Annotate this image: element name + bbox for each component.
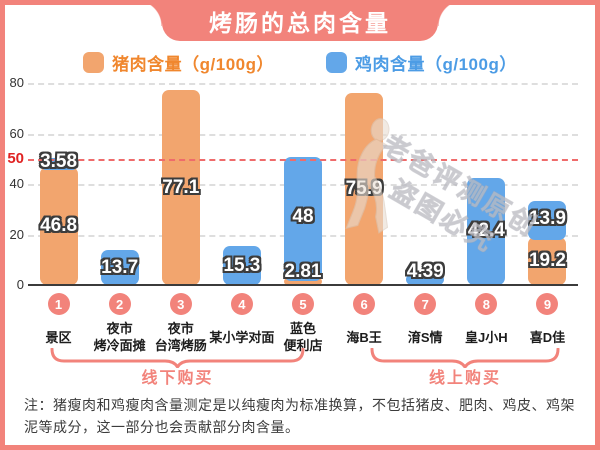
bar-value-label: 4.39 <box>406 261 444 282</box>
bar-segment-chicken <box>222 246 261 285</box>
banner-curve-left <box>136 0 162 26</box>
bar-segment-chicken <box>467 177 506 285</box>
reference-line-50 <box>28 158 578 161</box>
chart-legend: 猪肉含量（g/100g） 鸡肉含量（g/100g） <box>0 50 600 75</box>
bar-segment-chicken <box>39 157 78 170</box>
rank-badge: 9 <box>536 293 559 315</box>
bar-value-label: 19.2 <box>528 249 566 271</box>
rank-badge: 7 <box>414 293 437 315</box>
legend-item-pork: 猪肉含量（g/100g） <box>83 50 274 75</box>
rank-badge: 1 <box>47 293 70 315</box>
bar-segment-chicken <box>406 273 445 285</box>
bar-value-label: 3.58 <box>40 151 78 173</box>
rank-badge: 6 <box>353 293 376 315</box>
banner-curve-right <box>438 0 464 26</box>
bar-value-label: 77.1 <box>162 176 200 198</box>
bar-segment-pork <box>528 236 567 285</box>
y-axis-tick-label: 0 <box>16 277 24 292</box>
y-axis-tick-label: 40 <box>9 176 24 191</box>
bar-value-label: 75.9 <box>345 178 383 200</box>
rank-badge: 5 <box>292 293 314 315</box>
category-label: 某小学对面 <box>209 329 275 345</box>
bar-segment-pork <box>39 166 78 285</box>
category-label: 海B王 <box>346 329 382 345</box>
plot-area: 0 20 40 60 80 50 46.8 3.58 13.7 77.1 15.3 2.81 48 75.… <box>7 75 578 292</box>
rank-badge: 4 <box>230 293 253 315</box>
category-label: 喜D佳 <box>529 329 566 345</box>
category-label: 皇J小H <box>465 329 508 345</box>
bar-value-label: 15.3 <box>223 254 261 276</box>
gridline-60 <box>28 133 578 136</box>
bar-value-label: 13.7 <box>101 256 139 278</box>
legend-label-pork: 猪肉含量（g/100g） <box>112 55 274 74</box>
x-axis-line <box>28 283 578 286</box>
y-axis-tick-label: 20 <box>9 226 24 242</box>
category-label: 淯S情 <box>407 329 443 345</box>
online-group-label: 线上购买 <box>428 370 501 387</box>
category-label: 景区 <box>45 329 72 345</box>
chicken-swatch-icon <box>326 52 347 73</box>
bar-value-label: 46.8 <box>40 214 78 236</box>
footnote: 注：猪瘦肉和鸡瘦肉含量测定是以纯瘦肉为标准换算，不包括猪皮、肥肉、鸡皮、鸡架泥等… <box>24 397 575 436</box>
bar-value-label: 42.4 <box>467 220 505 242</box>
x-axis-row: 1 景区 2 夜市 烤冷面摊 3 夜市 台湾烤肠 4 某小学对面 5 蓝色 便利店 6 海B王 7 淯S情… <box>0 293 600 363</box>
bar-segment-chicken <box>528 201 567 240</box>
page-title: 烤肠的总肉含量 <box>209 9 391 36</box>
legend-label-chicken: 鸡肉含量（g/100g） <box>355 55 517 74</box>
title-banner: 烤肠的总肉含量 <box>136 0 464 41</box>
rank-badge: 3 <box>169 293 192 315</box>
bar-value-label: 2.81 <box>284 261 322 282</box>
bar-value-label: 48 <box>292 206 314 228</box>
bar-value-label: 13.9 <box>528 207 566 229</box>
legend-item-chicken: 鸡肉含量（g/100g） <box>326 50 517 75</box>
category-label: 蓝色 便利店 <box>283 321 323 353</box>
y-axis-tick-label: 80 <box>9 75 24 90</box>
offline-brace <box>50 348 305 368</box>
bar-segment-pork <box>284 277 322 285</box>
category-label: 夜市 烤冷面摊 <box>93 321 146 353</box>
category-label: 夜市 台湾烤肠 <box>154 321 207 353</box>
bar-segment-chicken <box>284 156 322 281</box>
bar-segment-chicken <box>100 250 139 285</box>
y-axis-tick-label: 60 <box>9 125 24 141</box>
bar-segment-pork <box>161 90 200 285</box>
rank-badge: 8 <box>475 293 498 315</box>
pork-swatch-icon <box>83 52 105 73</box>
gridline-80 <box>28 83 578 85</box>
reference-tick-label: 50 <box>7 149 24 167</box>
offline-group-label: 线下购买 <box>141 370 214 387</box>
online-brace <box>370 348 560 368</box>
rank-badge: 2 <box>108 293 131 315</box>
